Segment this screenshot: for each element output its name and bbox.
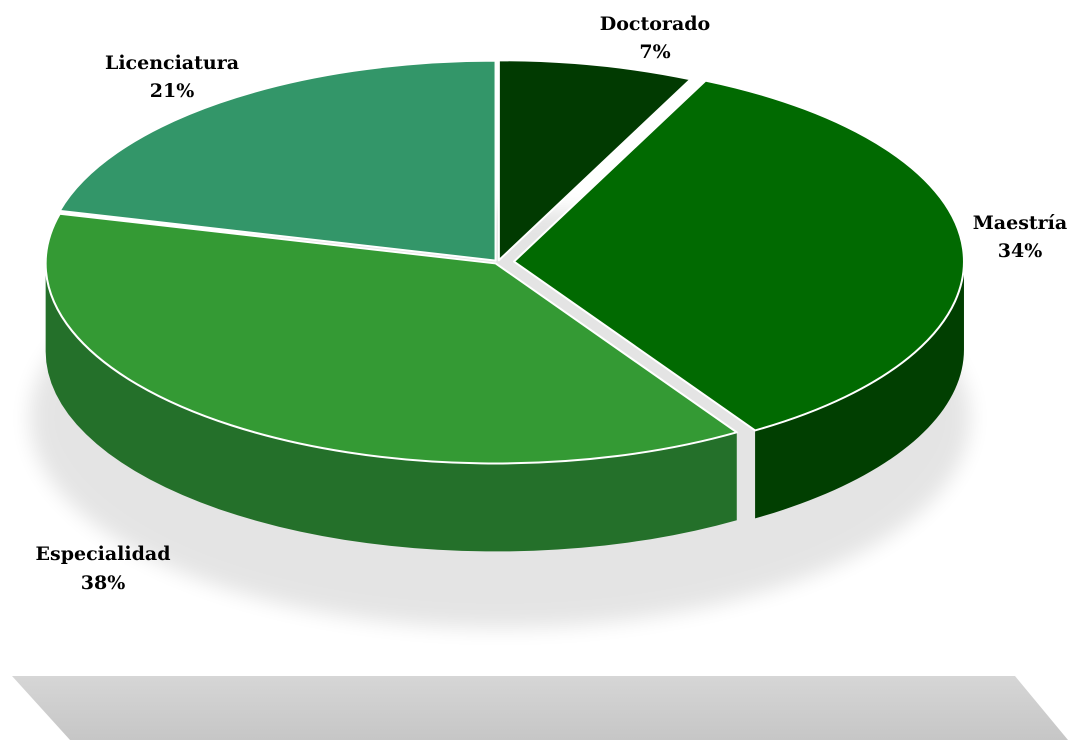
slice-side-especialidad — [45, 263, 737, 552]
label-licenciatura-pct: 21% — [150, 80, 195, 102]
label-doctorado-pct: 7% — [639, 41, 670, 63]
label-especialidad-name: Especialidad — [36, 543, 171, 565]
slice-especialidad — [44, 212, 738, 465]
slice-licenciatura — [58, 59, 497, 262]
floor-shadow — [12, 676, 1068, 740]
label-especialidad-pct: 38% — [81, 572, 126, 594]
label-doctorado-name: Doctorado — [600, 13, 710, 35]
slice-maestría — [512, 79, 965, 432]
data-labels: Doctorado 7% Maestría 34% Especialidad 3… — [36, 13, 1068, 594]
label-licenciatura-name: Licenciatura — [105, 52, 239, 74]
label-maestria-name: Maestría — [973, 212, 1067, 234]
label-maestria-pct: 34% — [998, 240, 1043, 262]
pie-tops — [44, 59, 965, 465]
slice-doctorado — [497, 59, 692, 262]
